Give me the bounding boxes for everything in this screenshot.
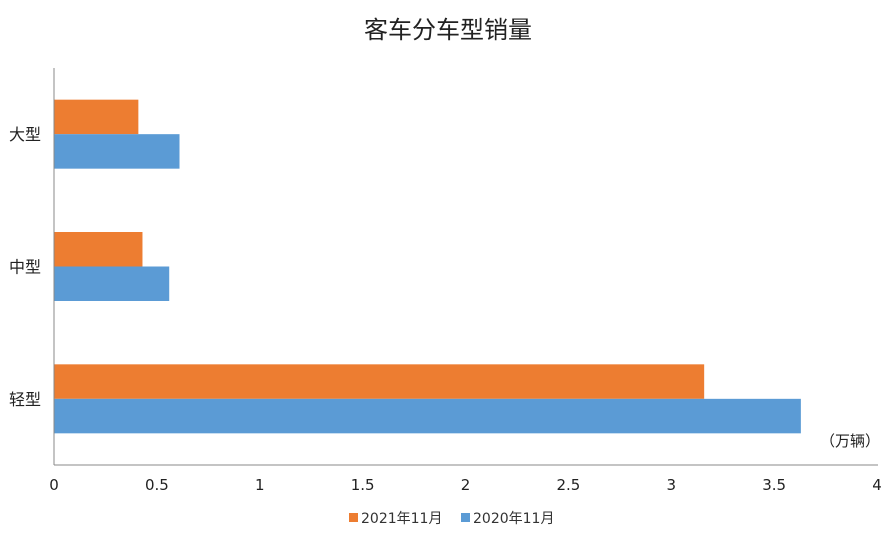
x-tick-label: 1 [255,476,265,494]
bar-大型-2021年11月 [54,99,139,135]
legend-swatch [461,513,470,522]
bar-轻型-2021年11月 [54,364,705,399]
chart-title: 客车分车型销量 [364,16,532,44]
x-tick-label: 0.5 [145,476,169,494]
unit-label: （万辆） [820,432,880,450]
bar-中型-2020年11月 [54,266,170,301]
bar-大型-2020年11月 [54,134,180,169]
x-tick-label: 1.5 [351,476,375,494]
x-tick-label: 3.5 [762,476,786,494]
y-tick-label: 中型 [9,258,41,277]
bar-中型-2021年11月 [54,232,143,267]
x-tick-label: 4 [872,476,882,494]
legend-label: 2021年11月 [361,511,442,527]
y-tick-label: 大型 [9,125,41,144]
legend-swatch [349,513,358,522]
bar-轻型-2020年11月 [54,398,801,434]
x-tick-label: 2 [461,476,471,494]
x-tick-label: 3 [666,476,676,494]
x-tick-label: 2.5 [556,476,580,494]
x-tick-label: 0 [49,476,59,494]
legend-label: 2020年11月 [473,511,554,527]
y-tick-label: 轻型 [9,390,41,409]
